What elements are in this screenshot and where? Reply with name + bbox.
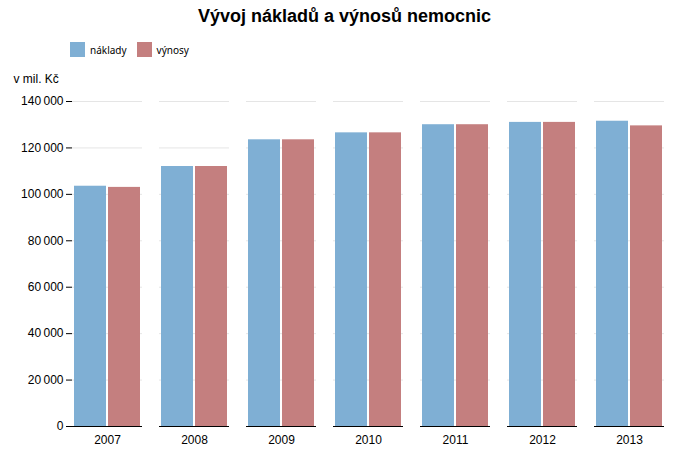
svg-text:40 000: 40 000 [28,326,64,340]
svg-text:2012: 2012 [529,433,556,447]
svg-text:0: 0 [57,419,64,433]
svg-text:120 000: 120 000 [21,141,64,155]
svg-text:60 000: 60 000 [28,280,64,294]
html-text:Vývoj nákladů a výnosů nemocni: Vývoj nákladů a výnosů nemocnic [197,6,491,26]
svg-text:2008: 2008 [181,433,208,447]
svg-text:2013: 2013 [616,433,643,447]
html-text:náklady: náklady [90,42,127,57]
svg-text:100 000: 100 000 [21,187,64,201]
html-text:výnosy: výnosy [156,42,189,57]
svg-text:2011: 2011 [443,433,469,447]
svg-text:20 000: 20 000 [28,373,64,387]
svg-text:v mil. Kč: v mil. Kč [14,72,59,86]
svg-text:2009: 2009 [268,433,295,447]
svg-text:2007: 2007 [94,433,121,447]
svg-text:80 000: 80 000 [28,234,64,248]
svg-text:140 000: 140 000 [21,94,64,108]
svg-text:2010: 2010 [355,433,382,447]
